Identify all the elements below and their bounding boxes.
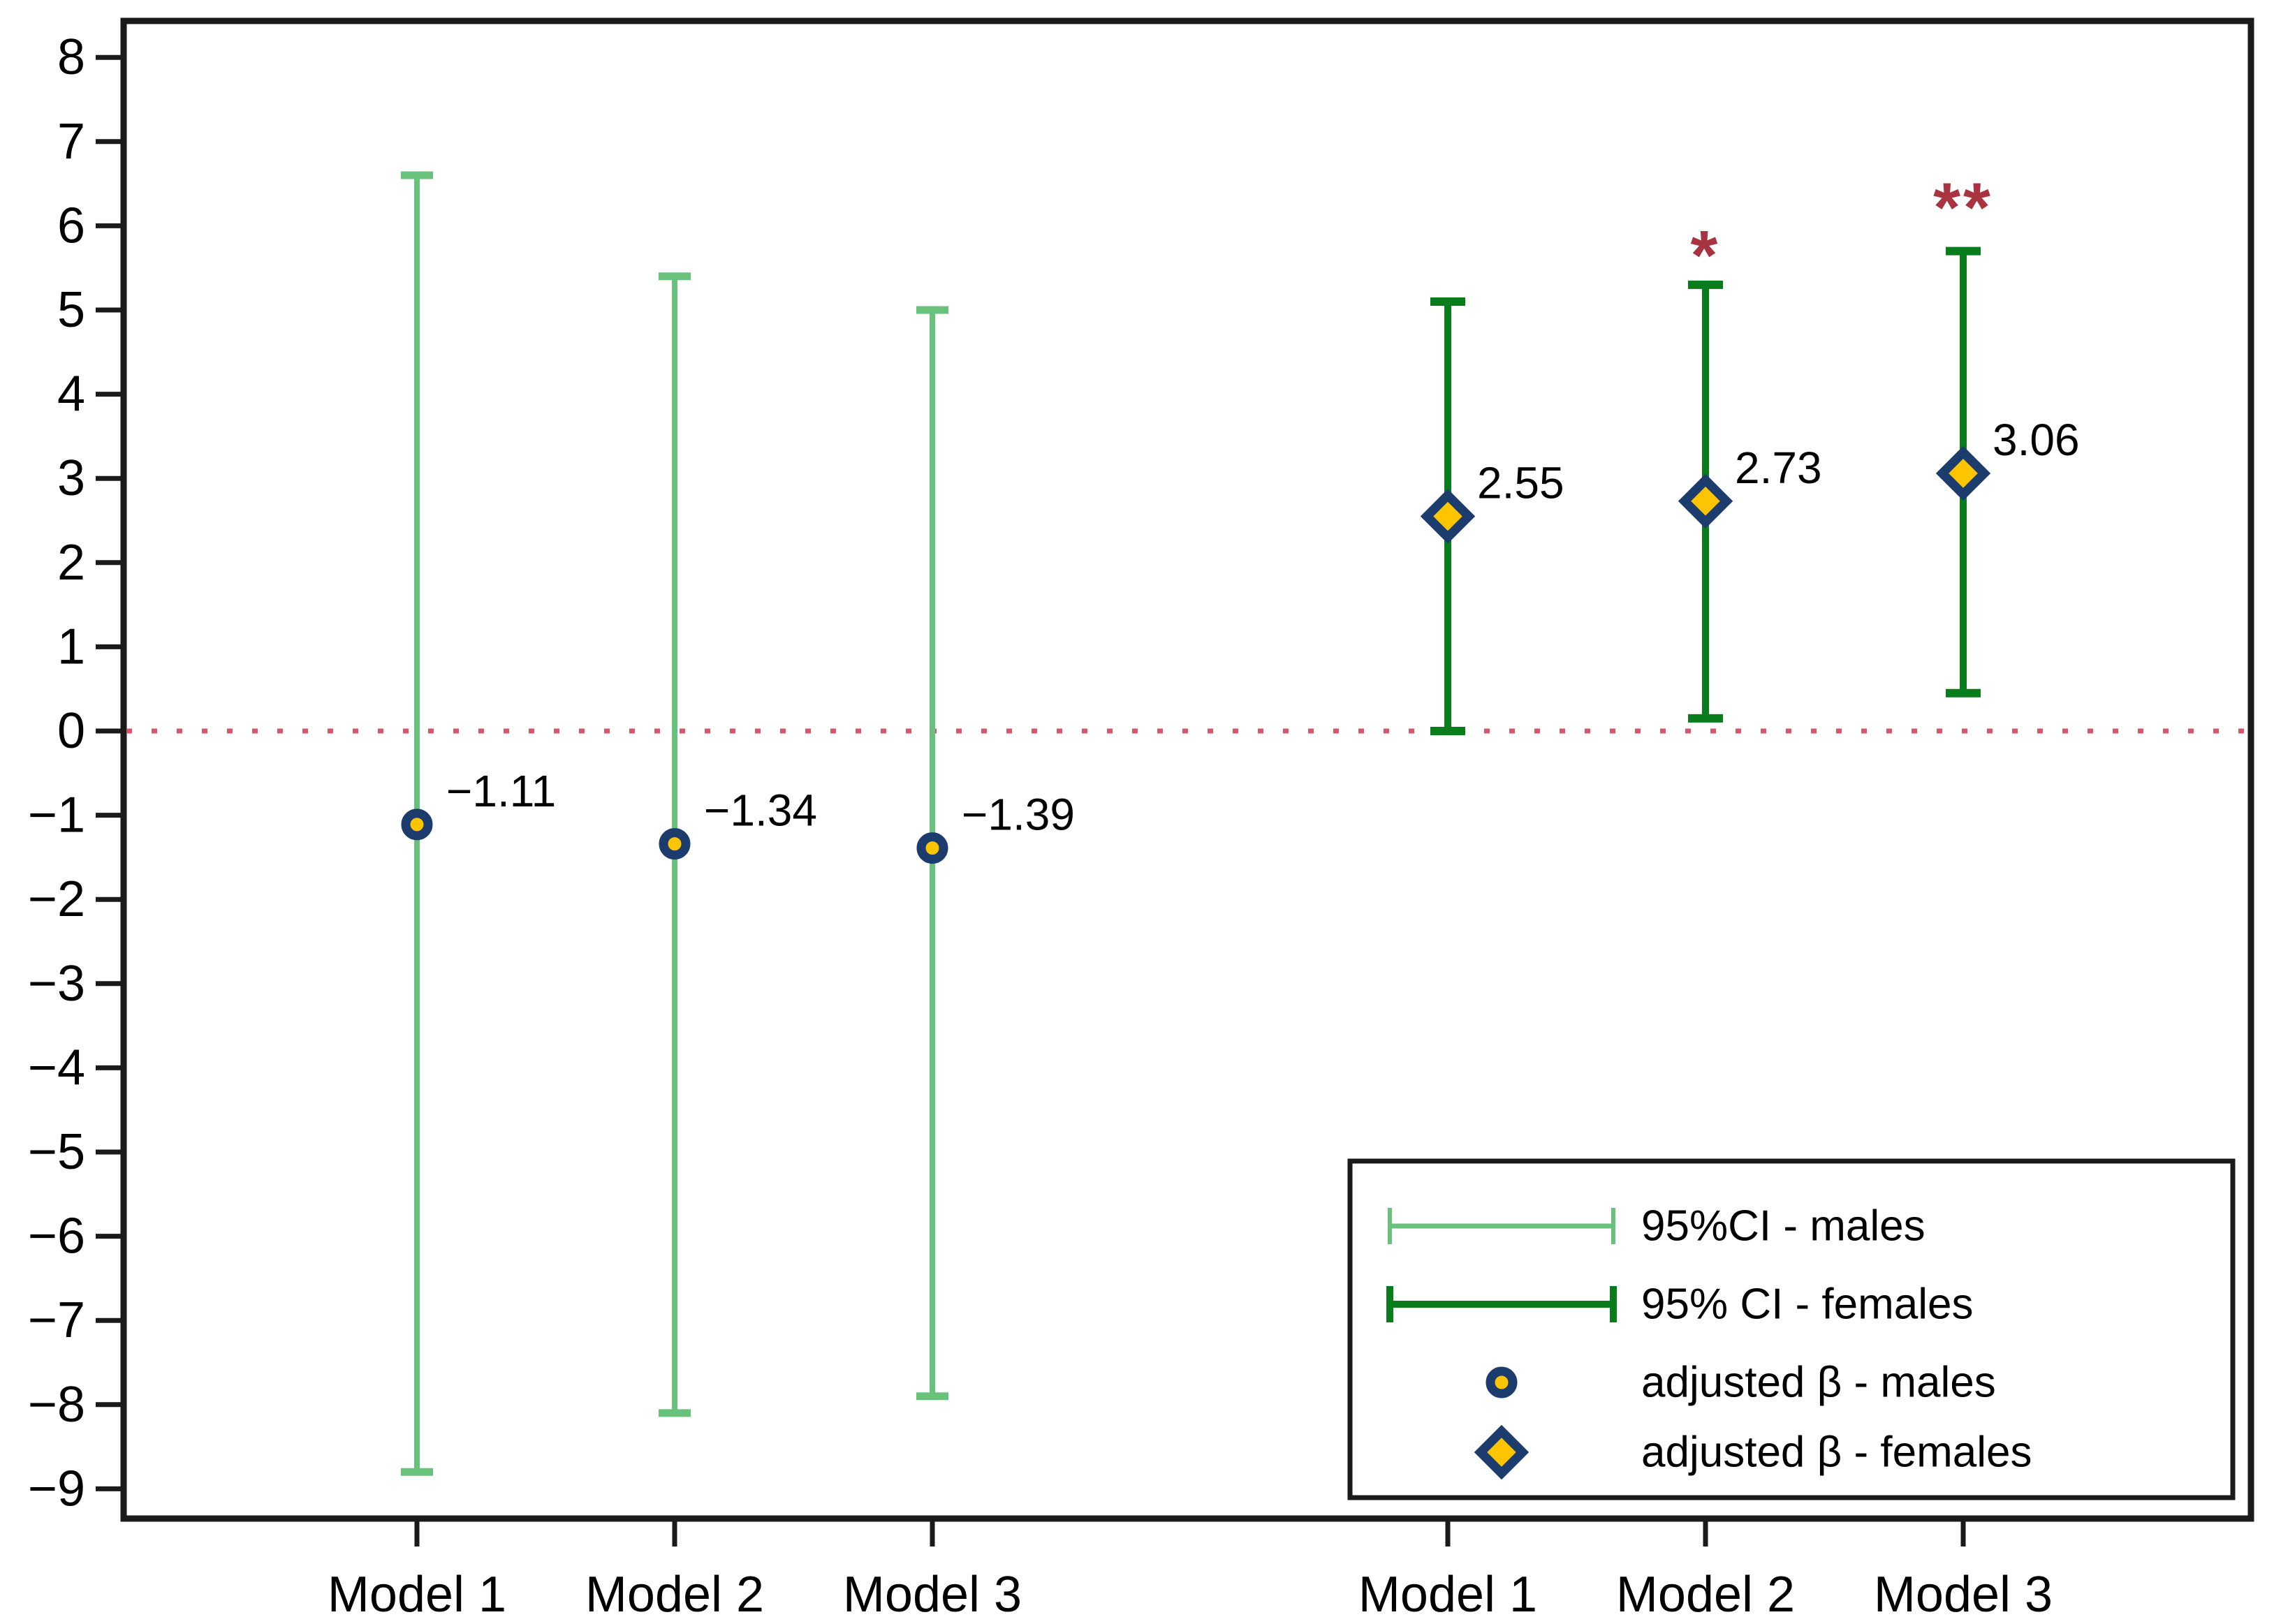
significance-stars: ** bbox=[1933, 169, 1993, 247]
beta-marker-diamond bbox=[1678, 473, 1733, 529]
x-axis-category-label: Model 3 bbox=[1874, 1567, 2053, 1623]
y-axis-tick-label: 2 bbox=[57, 535, 85, 591]
y-axis-tick-label: −5 bbox=[28, 1124, 85, 1180]
beta-marker-circle bbox=[659, 828, 691, 860]
beta-marker-circle bbox=[916, 832, 948, 864]
y-axis-tick-label: −1 bbox=[28, 788, 85, 843]
series-females: 2.55 2.73 * 3.06 ** bbox=[1420, 169, 2080, 735]
y-axis-tick-label: 5 bbox=[57, 282, 85, 338]
beta-value-label: 2.73 bbox=[1735, 443, 1822, 493]
beta-marker-diamond bbox=[1420, 489, 1476, 544]
y-axis-tick-label: 8 bbox=[57, 29, 85, 85]
x-axis-category-label: Model 1 bbox=[328, 1567, 506, 1623]
legend: 95%CI - males 95% CI - females adjusted β … bbox=[1347, 1158, 2236, 1500]
legend-entry-label: adjusted β - females bbox=[1641, 1429, 2032, 1477]
y-axis-tick-label: 4 bbox=[57, 367, 85, 422]
significance-stars: * bbox=[1691, 216, 1721, 295]
plot-border bbox=[120, 17, 2254, 1522]
legend-entry-label: adjusted β - males bbox=[1641, 1359, 1996, 1407]
beta-marker-circle bbox=[401, 809, 433, 841]
beta-value-label: 3.06 bbox=[1993, 415, 2080, 465]
y-axis-tick-label: −8 bbox=[28, 1377, 85, 1433]
beta-marker-diamond bbox=[1474, 1424, 1530, 1480]
legend-entry-label: 95%CI - males bbox=[1641, 1202, 1925, 1250]
y-axis-tick-label: 1 bbox=[57, 619, 85, 674]
beta-value-label: −1.39 bbox=[962, 790, 1075, 840]
y-axis-tick-label: −6 bbox=[28, 1209, 85, 1264]
legend-entry-label: 95% CI - females bbox=[1641, 1280, 1974, 1329]
y-axis-tick-label: −2 bbox=[28, 871, 85, 927]
y-axis-tick-label: −3 bbox=[28, 956, 85, 1012]
y-axis-tick-label: −7 bbox=[28, 1292, 85, 1348]
x-axis-category-label: Model 1 bbox=[1358, 1567, 1537, 1623]
beta-marker-diamond bbox=[1935, 445, 1991, 501]
y-axis-tick-label: 3 bbox=[57, 450, 85, 506]
y-axis-tick-label: 7 bbox=[57, 114, 85, 170]
y-axis-tick-label: 0 bbox=[57, 703, 85, 759]
y-axis-tick-label: −4 bbox=[28, 1040, 85, 1095]
beta-marker-circle bbox=[1486, 1366, 1518, 1398]
y-axis-tick-label: 6 bbox=[57, 198, 85, 253]
x-axis-category-label: Model 3 bbox=[843, 1567, 1022, 1623]
beta-value-label: 2.55 bbox=[1477, 457, 1564, 508]
x-axis-category-label: Model 2 bbox=[585, 1567, 764, 1623]
x-axis-category-label: Model 2 bbox=[1616, 1567, 1795, 1623]
series-males: −1.11 −1.34 −1.39 bbox=[401, 171, 1075, 1476]
beta-value-label: −1.34 bbox=[704, 785, 817, 836]
beta-value-label: −1.11 bbox=[446, 766, 556, 816]
y-axis-tick-label: −9 bbox=[28, 1461, 85, 1516]
